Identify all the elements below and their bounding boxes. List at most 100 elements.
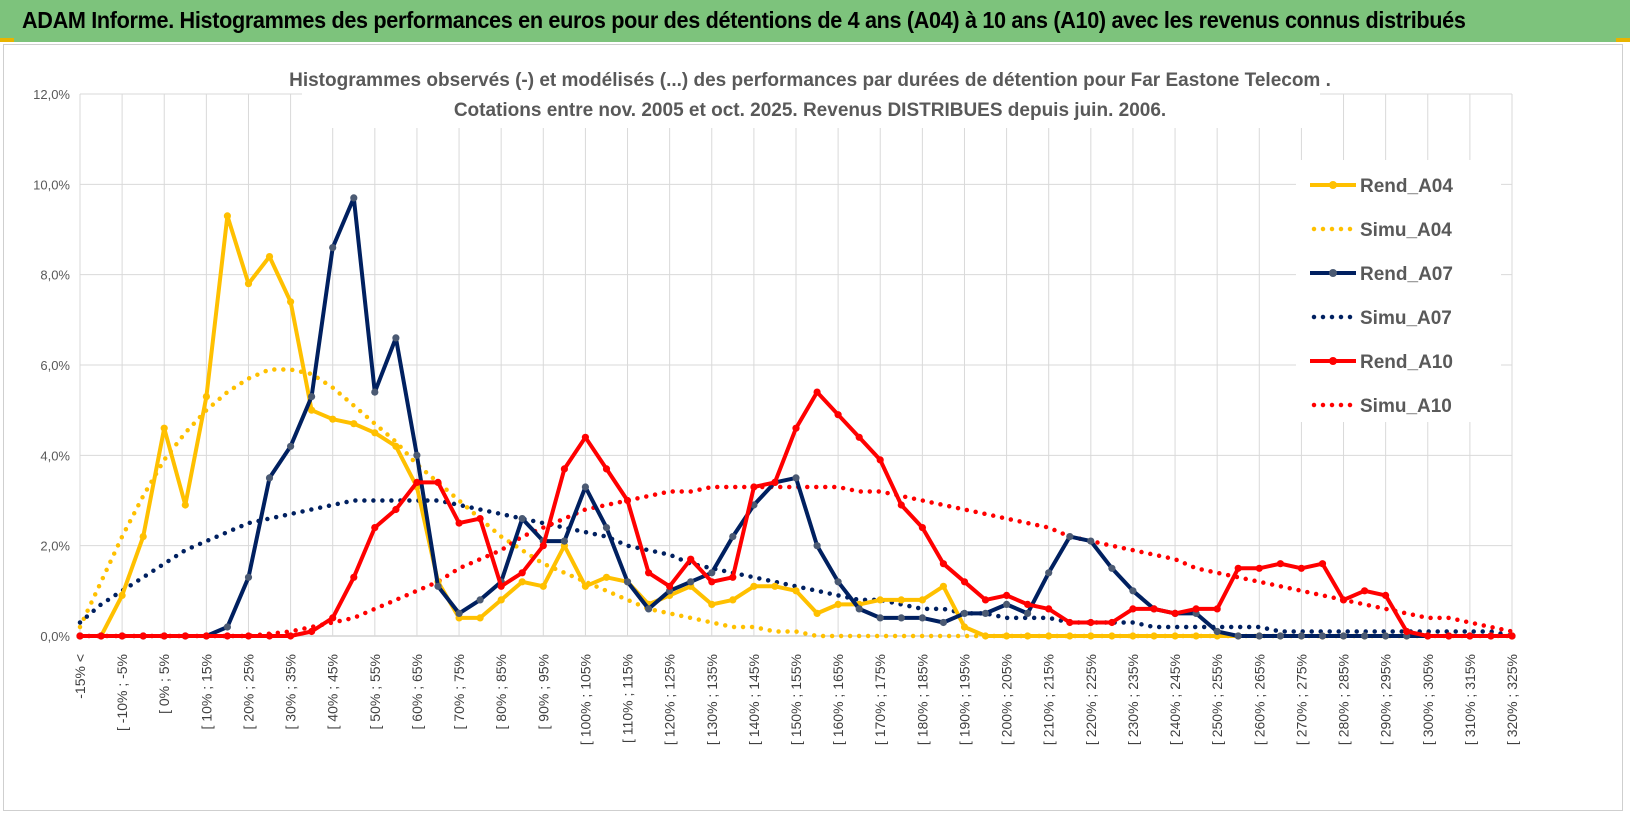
legend-item-Simu_A07: Simu_A07: [1311, 308, 1452, 329]
point-Rend_A07: [1213, 627, 1221, 636]
point-Rend_A04: [1129, 632, 1137, 640]
point-Rend_A07: [1024, 609, 1032, 618]
point-Rend_A04: [771, 582, 779, 590]
x-tick-label: [ 270% ; 275%: [1293, 654, 1309, 745]
point-Rend_A07: [287, 442, 295, 450]
point-Rend_A04: [118, 591, 126, 600]
x-tick-label: [ 240% ; 245%: [1167, 654, 1183, 745]
y-axis-ticks: 0,0% 2,0% 4,0% 6,0% 8,0% 10,0% 12,0%: [33, 87, 70, 644]
series-Rend_A10: [76, 388, 1516, 640]
point-Rend_A10: [118, 632, 126, 640]
point-Rend_A10: [308, 627, 316, 636]
point-Rend_A07: [1361, 632, 1369, 640]
point-Rend_A10: [413, 478, 421, 486]
point-Rend_A04: [181, 501, 189, 509]
point-Rend_A07: [708, 569, 716, 577]
point-Rend_A07: [1318, 632, 1327, 640]
point-Rend_A04: [813, 609, 821, 618]
point-Rend_A04: [1108, 632, 1116, 640]
point-Rend_A04: [939, 582, 948, 590]
point-Rend_A07: [813, 542, 821, 550]
point-Rend_A04: [244, 280, 253, 288]
point-Rend_A10: [729, 573, 737, 581]
legend-label: Simu_A04: [1360, 220, 1452, 241]
x-tick-label: [ 200% ; 205%: [999, 654, 1015, 745]
y-tick-label: 4,0%: [40, 448, 70, 463]
legend-item-Simu_A10: Simu_A10: [1311, 396, 1452, 417]
series-group: [76, 194, 1516, 640]
point-Rend_A04: [392, 442, 400, 450]
point-Rend_A07: [223, 623, 231, 631]
point-Rend_A10: [1213, 605, 1221, 613]
legend-label: Rend_A10: [1360, 352, 1453, 373]
point-Rend_A10: [455, 519, 463, 527]
point-Rend_A07: [244, 573, 253, 581]
point-Rend_A07: [960, 609, 969, 618]
point-Rend_A07: [1066, 533, 1074, 541]
x-tick-label: [ 230% ; 235%: [1125, 654, 1141, 745]
point-Rend_A07: [265, 474, 274, 482]
point-Rend_A04: [350, 420, 358, 428]
chart-title: Histogrammes observés (-) et modélisés (…: [289, 70, 1331, 91]
legend-label: Simu_A07: [1360, 308, 1452, 329]
point-Rend_A07: [1276, 632, 1284, 640]
x-tick-label: [ 90% ; 95%: [535, 654, 551, 730]
point-Rend_A04: [581, 582, 590, 590]
y-tick-label: 12,0%: [33, 87, 70, 102]
legend-item-Rend_A10: Rend_A10: [1310, 352, 1453, 373]
point-Rend_A07: [371, 388, 379, 396]
point-Rend_A04: [308, 406, 316, 414]
point-Rend_A10: [1024, 600, 1032, 609]
point-Rend_A10: [1255, 564, 1263, 572]
point-Rend_A07: [1297, 632, 1305, 640]
x-tick-label: [ 290% ; 295%: [1378, 654, 1394, 745]
point-Rend_A10: [1424, 632, 1432, 640]
x-tick-label: [ 30% ; 35%: [283, 654, 299, 730]
point-Rend_A10: [1087, 618, 1095, 627]
x-tick-label: [ 80% ; 85%: [493, 654, 509, 730]
point-Rend_A04: [265, 253, 274, 261]
point-Rend_A04: [371, 429, 379, 437]
point-Rend_A10: [139, 632, 147, 640]
point-Rend_A07: [455, 609, 463, 618]
point-Rend_A10: [476, 515, 484, 523]
point-Rend_A04: [329, 415, 337, 423]
point-Rend_A10: [371, 524, 379, 532]
point-Rend_A04: [1024, 632, 1032, 640]
point-Rend_A10: [1192, 605, 1200, 613]
x-tick-label: -15% <: [72, 654, 88, 699]
y-tick-label: 0,0%: [40, 629, 70, 644]
point-Rend_A07: [855, 605, 863, 613]
point-Rend_A04: [476, 614, 484, 622]
point-Rend_A10: [1171, 609, 1179, 618]
y-tick-label: 6,0%: [40, 358, 70, 373]
point-Rend_A10: [181, 632, 189, 640]
point-Rend_A04: [834, 600, 842, 609]
point-Rend_A10: [623, 496, 632, 505]
point-Rend_A10: [1276, 560, 1284, 568]
point-Rend_A10: [1150, 605, 1158, 613]
x-tick-label: [ 170% ; 175%: [872, 654, 888, 745]
point-Rend_A04: [1087, 632, 1095, 640]
point-Rend_A10: [560, 465, 569, 473]
point-Rend_A10: [350, 573, 358, 581]
point-Rend_A10: [1487, 632, 1495, 640]
point-Rend_A10: [708, 578, 716, 586]
point-Rend_A10: [1129, 605, 1137, 613]
point-Rend_A10: [918, 524, 927, 532]
legend-label: Simu_A10: [1360, 396, 1452, 417]
point-Rend_A07: [476, 596, 484, 604]
banner-corner-right: [1616, 38, 1630, 42]
point-Rend_A04: [708, 600, 716, 609]
x-tick-label: [ 10% ; 15%: [198, 654, 214, 730]
series-Simu_A10: [77, 484, 1515, 639]
point-Rend_A04: [897, 596, 905, 604]
chart-subtitle: Cotations entre nov. 2005 et oct. 2025. …: [454, 100, 1166, 121]
point-Rend_A07: [623, 578, 632, 586]
point-Rend_A07: [1234, 632, 1242, 640]
point-Rend_A07: [1382, 632, 1390, 640]
point-Rend_A07: [1003, 600, 1011, 609]
point-Rend_A04: [918, 596, 927, 604]
legend-label: Rend_A04: [1360, 176, 1453, 197]
